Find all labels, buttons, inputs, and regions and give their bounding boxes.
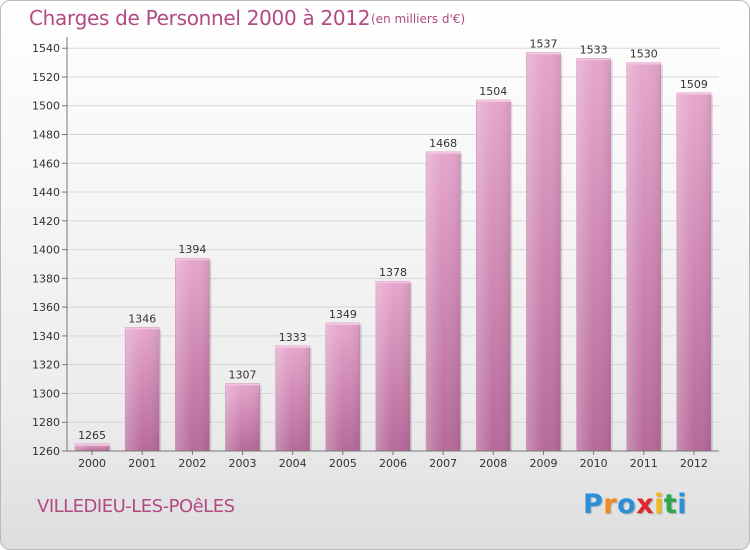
value-label: 1533: [580, 43, 608, 56]
bar-2001[interactable]: [124, 327, 162, 452]
bar-2000[interactable]: [74, 443, 112, 452]
bar-cap: [375, 281, 411, 284]
logo-letter: r: [603, 489, 618, 520]
bar-cap: [325, 322, 360, 325]
value-label: 1378: [379, 266, 407, 279]
logo-letter: o: [617, 489, 637, 520]
proxiti-logo[interactable]: Proxiti: [583, 489, 687, 520]
y-tick-label: 1400: [32, 244, 60, 257]
bar-highlight: [676, 92, 711, 451]
y-tick-label: 1340: [32, 330, 60, 343]
bar-highlight: [426, 151, 461, 452]
value-label: 1307: [229, 368, 257, 381]
y-tick-label: 1440: [32, 186, 60, 199]
bar-highlight: [576, 58, 611, 452]
x-tick-label: 2008: [479, 457, 507, 470]
value-label: 1333: [279, 331, 307, 344]
bar-cap: [526, 52, 561, 55]
x-tick-label: 2012: [680, 457, 708, 470]
x-tick-label: 2010: [580, 457, 608, 470]
bar-highlight: [125, 327, 160, 451]
bar-cap: [225, 383, 260, 386]
bar-cap: [75, 443, 110, 446]
y-tick-label: 1280: [32, 416, 60, 429]
bar-highlight: [526, 52, 561, 451]
bar-highlight: [75, 443, 110, 451]
bar-cap: [125, 327, 160, 330]
y-tick-label: 1500: [32, 100, 60, 113]
x-tick-label: 2011: [630, 457, 658, 470]
bar-2008[interactable]: [476, 99, 513, 452]
value-label: 1504: [479, 85, 507, 98]
x-tick-label: 2005: [329, 457, 357, 470]
value-label: 1346: [128, 312, 156, 325]
bar-highlight: [375, 281, 411, 451]
logo-letter: i: [654, 489, 664, 520]
bar-2006[interactable]: [375, 280, 413, 452]
bar-highlight: [225, 383, 260, 451]
logo-letter: i: [677, 489, 688, 520]
value-label: 1537: [529, 38, 557, 51]
bar-cap: [626, 62, 661, 65]
x-tick-label: 2004: [279, 457, 307, 470]
bar-highlight: [626, 62, 661, 451]
y-tick-label: 1540: [32, 42, 60, 55]
bar-2010[interactable]: [576, 58, 613, 452]
value-label: 1349: [329, 308, 357, 321]
logo-letter: x: [636, 489, 655, 520]
bar-highlight: [476, 99, 511, 451]
value-label: 1509: [680, 78, 708, 91]
x-tick-label: 2000: [78, 457, 106, 470]
value-label: 1265: [78, 429, 106, 442]
bar-2003[interactable]: [225, 383, 262, 452]
y-tick-label: 1460: [32, 157, 60, 170]
value-label: 1530: [630, 48, 658, 61]
bar-cap: [426, 151, 461, 154]
bar-highlight: [175, 258, 210, 451]
y-tick-label: 1420: [32, 215, 60, 228]
x-tick-label: 2006: [379, 457, 407, 470]
bar-2004[interactable]: [275, 345, 312, 452]
bar-2011[interactable]: [626, 62, 663, 452]
y-tick-label: 1300: [32, 387, 60, 400]
chart-unit: (en milliers d'€): [371, 12, 466, 26]
bar-2005[interactable]: [325, 322, 362, 452]
bar-2002[interactable]: [175, 257, 212, 452]
y-tick-label: 1360: [32, 301, 60, 314]
bar-highlight: [275, 345, 310, 451]
y-tick-label: 1380: [32, 272, 60, 285]
x-tick-label: 2001: [128, 457, 156, 470]
bar-cap: [275, 345, 310, 348]
x-tick-label: 2002: [178, 457, 206, 470]
value-label: 1394: [178, 243, 206, 256]
bar-2009[interactable]: [526, 52, 563, 452]
bar-cap: [576, 58, 611, 61]
chart-title: Charges de Personnel 2000 à 2012: [29, 6, 371, 30]
x-tick-label: 2007: [429, 457, 457, 470]
bar-cap: [476, 99, 511, 102]
y-tick-label: 1520: [32, 71, 60, 84]
bar-2012[interactable]: [676, 92, 713, 452]
bar-2007[interactable]: [425, 151, 463, 452]
x-tick-label: 2009: [529, 457, 557, 470]
city-name: VILLEDIEU-LES-POêLES: [37, 496, 235, 517]
y-tick-label: 1320: [32, 359, 60, 372]
bar-highlight: [325, 322, 360, 451]
value-label: 1468: [429, 137, 457, 150]
y-tick-label: 1480: [32, 129, 60, 142]
logo-letter: t: [663, 489, 678, 520]
bar-cap: [676, 92, 711, 95]
y-tick-label: 1260: [32, 445, 60, 458]
x-tick-label: 2003: [229, 457, 257, 470]
logo-letter: P: [583, 489, 604, 520]
bar-cap: [175, 258, 210, 261]
